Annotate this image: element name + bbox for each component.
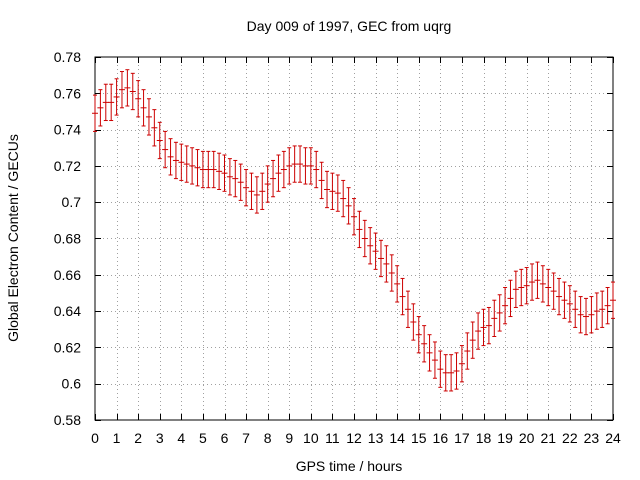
x-tick-label: 19 bbox=[497, 430, 513, 446]
x-tick-label: 24 bbox=[605, 430, 621, 446]
x-tick-label: 0 bbox=[91, 430, 99, 446]
x-tick-label: 1 bbox=[113, 430, 121, 446]
y-tick-label: 0.62 bbox=[54, 339, 81, 355]
x-tick-label: 13 bbox=[368, 430, 384, 446]
y-axis-label: Global Electron Content / GECUs bbox=[5, 134, 21, 342]
x-axis-label: GPS time / hours bbox=[296, 458, 403, 474]
x-tick-label: 16 bbox=[433, 430, 449, 446]
x-tick-label: 5 bbox=[199, 430, 207, 446]
gec-series bbox=[92, 69, 616, 392]
x-tick-label: 17 bbox=[454, 430, 470, 446]
grid-lines bbox=[95, 57, 613, 420]
x-tick-label: 6 bbox=[221, 430, 229, 446]
y-tick-label: 0.76 bbox=[54, 85, 81, 101]
y-tick-label: 0.7 bbox=[62, 194, 82, 210]
x-tick-label: 7 bbox=[242, 430, 250, 446]
x-tick-label: 4 bbox=[177, 430, 185, 446]
x-tick-label: 14 bbox=[389, 430, 405, 446]
x-tick-label: 3 bbox=[156, 430, 164, 446]
chart-title: Day 009 of 1997, GEC from uqrg bbox=[247, 18, 452, 34]
x-tick-label: 9 bbox=[285, 430, 293, 446]
x-tick-label: 22 bbox=[562, 430, 578, 446]
x-tick-label: 10 bbox=[303, 430, 319, 446]
y-tick-label: 0.74 bbox=[54, 122, 81, 138]
y-tick-label: 0.68 bbox=[54, 231, 81, 247]
y-tick-label: 0.6 bbox=[62, 376, 82, 392]
y-tick-label: 0.72 bbox=[54, 158, 81, 174]
x-tick-label: 20 bbox=[519, 430, 535, 446]
x-tick-label: 8 bbox=[264, 430, 272, 446]
x-tick-label: 12 bbox=[346, 430, 362, 446]
y-tick-label: 0.78 bbox=[54, 49, 81, 65]
y-tick-label: 0.64 bbox=[54, 303, 81, 319]
x-tick-label: 18 bbox=[476, 430, 492, 446]
y-tick-label: 0.66 bbox=[54, 267, 81, 283]
axis-ticks: 0 1 2 3 4 5 6 7 8 9 10 11 12 13 14 15 16 17 18 19 20 21 22 23 24… bbox=[54, 49, 621, 446]
x-tick-label: 2 bbox=[134, 430, 142, 446]
x-tick-label: 11 bbox=[325, 430, 340, 446]
x-tick-label: 15 bbox=[411, 430, 427, 446]
x-tick-label: 21 bbox=[540, 430, 556, 446]
y-tick-label: 0.58 bbox=[54, 412, 81, 428]
x-tick-label: 23 bbox=[584, 430, 600, 446]
